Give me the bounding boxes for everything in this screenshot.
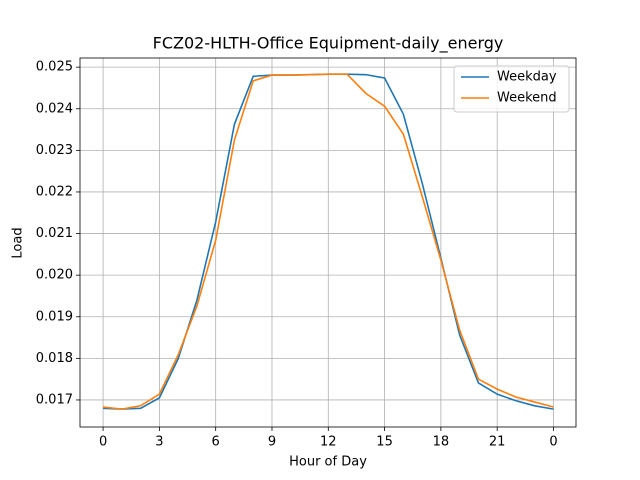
x-tick-label: 3 — [155, 435, 163, 450]
y-tick-label: 0.018 — [36, 351, 73, 366]
y-axis-label: Load — [11, 227, 26, 258]
plot-frame — [79, 57, 577, 428]
x-tick-label: 0 — [549, 435, 557, 450]
chart-title: FCZ02-HLTH-Office Equipment-daily_energy — [153, 34, 504, 54]
x-tick-label: 0 — [99, 435, 107, 450]
y-tick-label: 0.021 — [36, 226, 73, 241]
y-tick-label: 0.025 — [36, 60, 73, 75]
x-tick-label: 12 — [320, 435, 337, 450]
y-tick-label: 0.023 — [36, 143, 73, 158]
y-tick-label: 0.024 — [36, 101, 73, 116]
legend-label: Weekend — [497, 91, 557, 106]
x-axis-label: Hour of Day — [289, 455, 367, 470]
y-tick-label: 0.017 — [36, 392, 73, 407]
legend-label: Weekday — [497, 70, 557, 85]
data-line — [102, 73, 554, 410]
y-tick-label: 0.022 — [36, 184, 73, 199]
legend: Weekday Weekend — [453, 65, 570, 113]
x-tick-label: 21 — [489, 435, 506, 450]
x-tick-label: 15 — [376, 435, 393, 450]
y-tick-label: 0.020 — [36, 268, 73, 283]
y-tick-label: 0.019 — [36, 309, 73, 324]
x-tick-label: 18 — [433, 435, 450, 450]
x-tick-label: 9 — [268, 435, 276, 450]
x-tick-label: 6 — [212, 435, 220, 450]
